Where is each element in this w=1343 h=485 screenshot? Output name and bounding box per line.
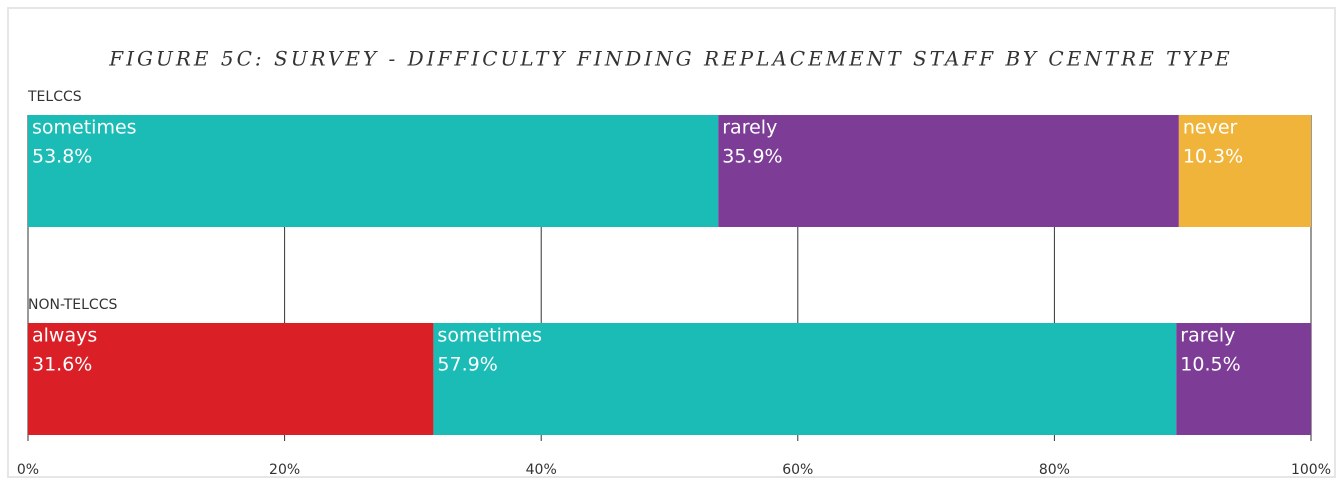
x-tick-label: 80%: [1039, 462, 1070, 478]
segment-name: rarely: [722, 117, 777, 139]
data-label: 10.3%: [1183, 146, 1243, 168]
bar-segment: [1178, 115, 1311, 227]
data-label: 10.5%: [1180, 354, 1240, 376]
category-label: TELCCS: [27, 89, 82, 105]
frame: [7, 7, 1336, 478]
x-tick-label: 0%: [17, 462, 39, 478]
bar-segment: [433, 323, 1177, 435]
segment-name: always: [32, 325, 97, 347]
x-tick-label: 40%: [526, 462, 557, 478]
segment-name: sometimes: [32, 117, 137, 139]
data-label: 35.9%: [722, 146, 782, 168]
segment-name: sometimes: [437, 325, 542, 347]
bar-segment: [718, 115, 1179, 227]
bar-segment: [1176, 323, 1311, 435]
x-tick-label: 60%: [782, 462, 813, 478]
segment-name: rarely: [1180, 325, 1235, 347]
x-tick-label: 20%: [269, 462, 300, 478]
data-label: 57.9%: [437, 354, 497, 376]
data-label: 31.6%: [32, 354, 92, 376]
chart-title: FIGURE 5C: SURVEY - DIFFICULTY FINDING R…: [108, 47, 1233, 71]
bar-segment: [28, 323, 434, 435]
data-label: 53.8%: [32, 146, 92, 168]
bar-segment: [28, 115, 719, 227]
segment-name: never: [1183, 117, 1238, 139]
x-tick-label: 100%: [1291, 462, 1331, 478]
category-label: NON-TELCCS: [28, 297, 117, 313]
